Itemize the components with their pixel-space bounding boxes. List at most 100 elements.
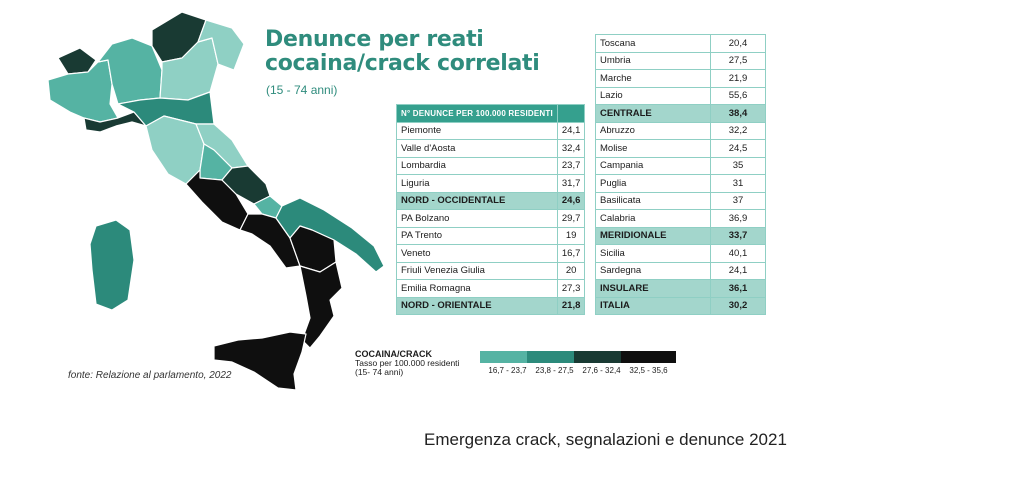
table-row: Emilia Romagna 27,3	[396, 279, 586, 298]
region-name-cell: Valle d'Aosta	[396, 139, 558, 158]
table-row: Veneto 16,7	[396, 244, 586, 263]
legend-item: 27,6 - 32,4	[574, 351, 629, 375]
legend-label: 23,8 - 27,5	[535, 366, 574, 375]
region-value-cell: 32,4	[556, 139, 586, 158]
region-value-cell: 24,5	[710, 139, 766, 158]
region-value-cell: 21,9	[710, 69, 766, 88]
region-value-cell: 16,7	[556, 244, 586, 263]
region-value-cell: 23,7	[556, 156, 586, 175]
table-row: Umbria 27,5	[595, 51, 766, 70]
legend-swatch	[574, 351, 629, 363]
region-name-cell: NORD - ORIENTALE	[396, 296, 558, 315]
table-row: Campania 35	[595, 156, 766, 175]
legend-title: COCAINA/CRACK	[355, 349, 432, 359]
image-caption: Emergenza crack, segnalazioni e denunce …	[424, 430, 787, 449]
region-name-cell: Emilia Romagna	[396, 279, 558, 298]
region-name-cell: Liguria	[396, 174, 558, 193]
map-subtitle: (15 - 74 anni)	[266, 83, 338, 97]
region-name-cell: Veneto	[396, 244, 558, 263]
table-row: PA Trento 19	[396, 226, 586, 245]
region-name-cell: Calabria	[595, 209, 711, 228]
region-value-cell: 36,1	[710, 279, 766, 298]
table-row: Lazio 55,6	[595, 86, 766, 105]
table-row: PA Bolzano 29,7	[396, 209, 586, 228]
region-value-cell: 21,8	[556, 296, 586, 315]
region-name-cell: MERIDIONALE	[595, 226, 711, 245]
region-friuli	[197, 19, 245, 71]
legend-item: 16,7 - 23,7	[480, 351, 535, 375]
region-name-cell: INSULARE	[595, 279, 711, 298]
region-liguria	[83, 111, 147, 133]
table-row: Calabria 36,9	[595, 209, 766, 228]
region-valle-daosta	[57, 47, 97, 75]
table-row: Valle d'Aosta 32,4	[396, 139, 586, 158]
legend-desc-line-1: Tasso per 100.000 residenti	[355, 358, 460, 368]
table-total-row: MERIDIONALE 33,7	[595, 226, 766, 245]
table-row: Marche 21,9	[595, 69, 766, 88]
map-title: Denunce per reati cocaina/crack correlat…	[265, 28, 540, 76]
table-row: Lombardia 23,7	[396, 156, 586, 175]
table-total-row: INSULARE 36,1	[595, 279, 766, 298]
legend-label: 32,5 - 35,6	[629, 366, 668, 375]
table-row: Friuli Venezia Giulia 20	[396, 261, 586, 280]
region-name-cell: ITALIA	[595, 296, 711, 315]
legend-swatch	[480, 351, 535, 363]
legend-label: 16,7 - 23,7	[488, 366, 527, 375]
table-header-row: N° DENUNCE PER 100.000 RESIDENTI	[396, 104, 586, 123]
table-row: Puglia 31	[595, 174, 766, 193]
region-value-cell: 31,7	[556, 174, 586, 193]
table-row: Abruzzo 32,2	[595, 121, 766, 140]
table-row: Basilicata 37	[595, 191, 766, 210]
legend-swatch	[527, 351, 582, 363]
table-header-label: N° DENUNCE PER 100.000 RESIDENTI	[396, 104, 558, 123]
region-value-cell: 24,1	[710, 261, 766, 280]
region-name-cell: Umbria	[595, 51, 711, 70]
region-sicilia	[213, 331, 307, 391]
region-value-cell: 33,7	[710, 226, 766, 245]
region-name-cell: Abruzzo	[595, 121, 711, 140]
region-name-cell: Lazio	[595, 86, 711, 105]
region-name-cell: Piemonte	[396, 121, 558, 140]
table-row: Toscana 20,4	[595, 34, 766, 53]
region-value-cell: 40,1	[710, 244, 766, 263]
legend-swatch	[621, 351, 676, 363]
region-name-cell: Marche	[595, 69, 711, 88]
region-sardegna	[89, 219, 135, 311]
legend-item: 32,5 - 35,6	[621, 351, 676, 375]
region-value-cell: 55,6	[710, 86, 766, 105]
region-value-cell: 27,3	[556, 279, 586, 298]
region-name-cell: Molise	[595, 139, 711, 158]
region-campania	[239, 213, 301, 269]
region-name-cell: Campania	[595, 156, 711, 175]
region-value-cell: 37	[710, 191, 766, 210]
table-row: Liguria 31,7	[396, 174, 586, 193]
region-value-cell: 30,2	[710, 296, 766, 315]
region-name-cell: Sicilia	[595, 244, 711, 263]
table-row: Molise 24,5	[595, 139, 766, 158]
region-veneto	[159, 37, 219, 101]
region-name-cell: CENTRALE	[595, 104, 711, 123]
table-row: Sardegna 24,1	[595, 261, 766, 280]
table-header-value	[556, 104, 586, 123]
legend-title-block: COCAINA/CRACK Tasso per 100.000 resident…	[355, 350, 459, 377]
region-calabria	[299, 261, 343, 349]
table-row: Sicilia 40,1	[595, 244, 766, 263]
region-name-cell: Basilicata	[595, 191, 711, 210]
region-value-cell: 38,4	[710, 104, 766, 123]
region-value-cell: 32,2	[710, 121, 766, 140]
region-value-cell: 24,1	[556, 121, 586, 140]
table-total-row: ITALIA 30,2	[595, 296, 766, 315]
region-value-cell: 27,5	[710, 51, 766, 70]
table-total-row: NORD - ORIENTALE 21,8	[396, 296, 586, 315]
title-line-1: Denunce per reati	[265, 27, 484, 52]
region-name-cell: NORD - OCCIDENTALE	[396, 191, 558, 210]
region-abruzzo	[221, 165, 271, 205]
legend-label: 27,6 - 32,4	[582, 366, 621, 375]
region-name-cell: Friuli Venezia Giulia	[396, 261, 558, 280]
region-value-cell: 31	[710, 174, 766, 193]
region-name-cell: Puglia	[595, 174, 711, 193]
table-total-row: NORD - OCCIDENTALE 24,6	[396, 191, 586, 210]
region-value-cell: 20,4	[710, 34, 766, 53]
region-toscana	[145, 115, 205, 185]
region-value-cell: 24,6	[556, 191, 586, 210]
